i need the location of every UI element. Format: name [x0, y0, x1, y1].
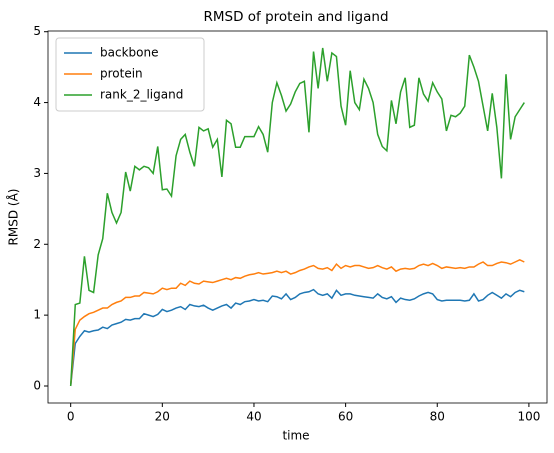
y-tick-label: 2 [33, 237, 41, 251]
x-tick-label: 100 [517, 410, 540, 424]
y-tick-label: 4 [33, 95, 41, 109]
x-tick-label: 40 [246, 410, 261, 424]
legend-label: backbone [100, 46, 158, 60]
y-tick-label: 3 [33, 166, 41, 180]
plot-frame [47, 30, 548, 404]
x-tick-label: 60 [338, 410, 353, 424]
x-tick-label: 80 [430, 410, 445, 424]
data-line [69, 47, 525, 387]
legend-box [55, 37, 205, 112]
legend-label: protein [100, 67, 143, 81]
data-line [69, 259, 525, 387]
legend-label: rank_2_ligand [100, 88, 183, 102]
x-axis-label: time [282, 429, 309, 443]
y-axis-label: RMSD (Å) [6, 189, 21, 246]
y-tick-label: 5 [33, 24, 41, 38]
x-tick-label: 0 [67, 410, 75, 424]
data-line [69, 288, 525, 387]
y-tick-label: 0 [33, 378, 41, 392]
y-tick-label: 1 [33, 308, 41, 322]
x-tick-label: 20 [155, 410, 170, 424]
chart-title: RMSD of protein and ligand [203, 9, 388, 25]
